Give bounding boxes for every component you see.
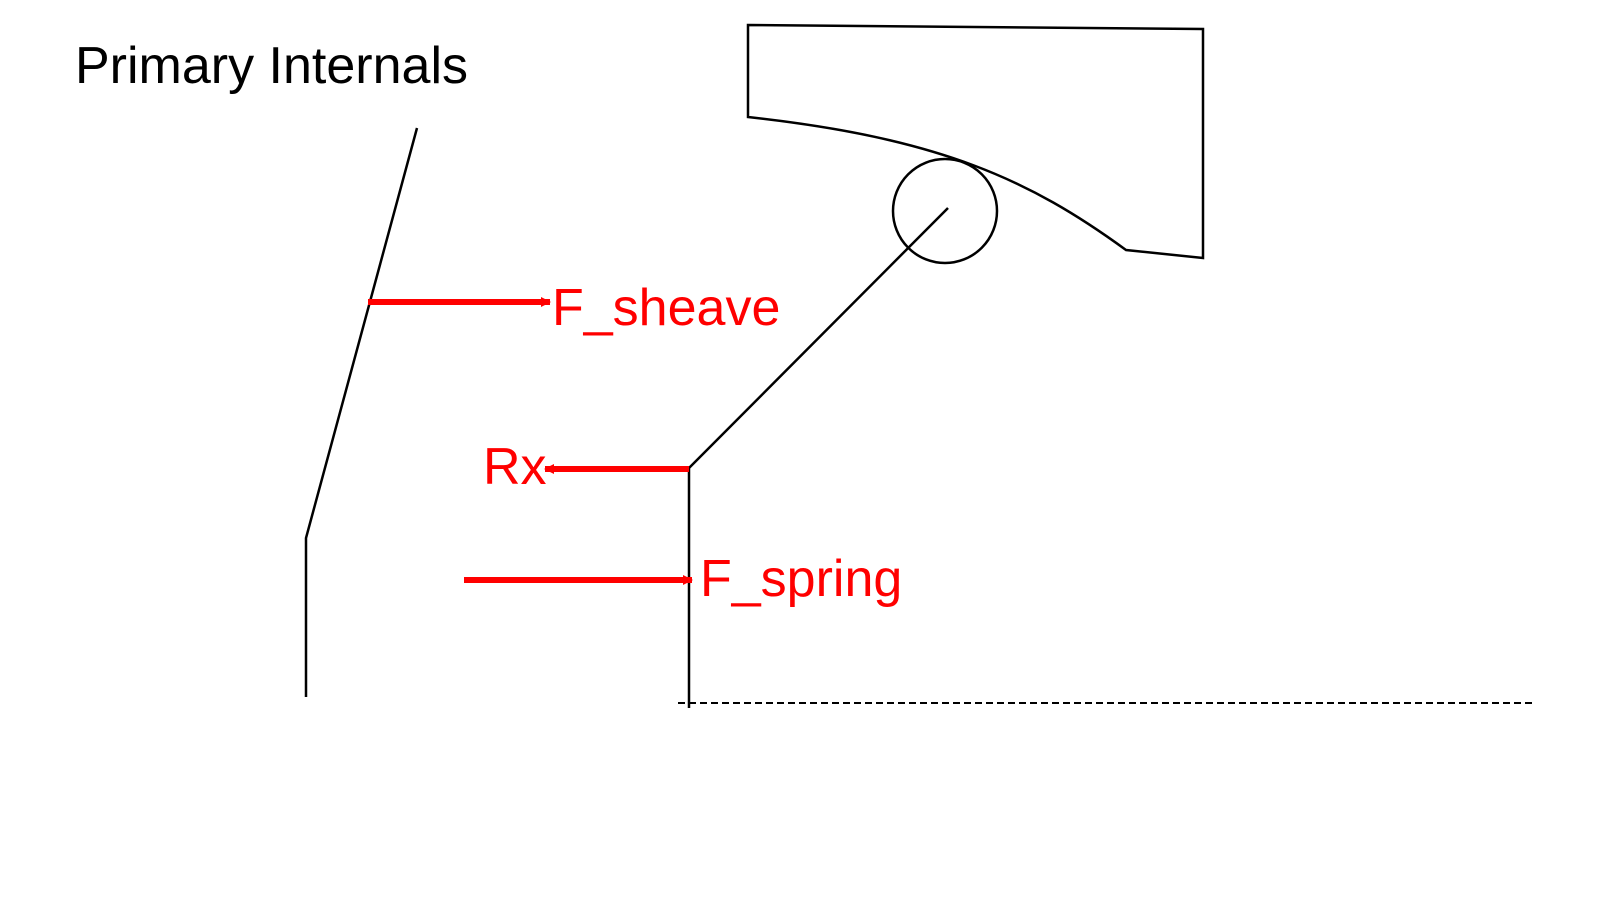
diagram-title: Primary Internals	[75, 37, 468, 95]
sheave-flange-outline	[304, 127, 419, 697]
f-sheave-label: F_sheave	[552, 279, 781, 337]
f-spring-label: F_spring	[700, 550, 903, 608]
roller-circle	[891, 157, 999, 265]
rx-label: Rx	[483, 438, 547, 496]
ramp-block	[746, 23, 1205, 260]
